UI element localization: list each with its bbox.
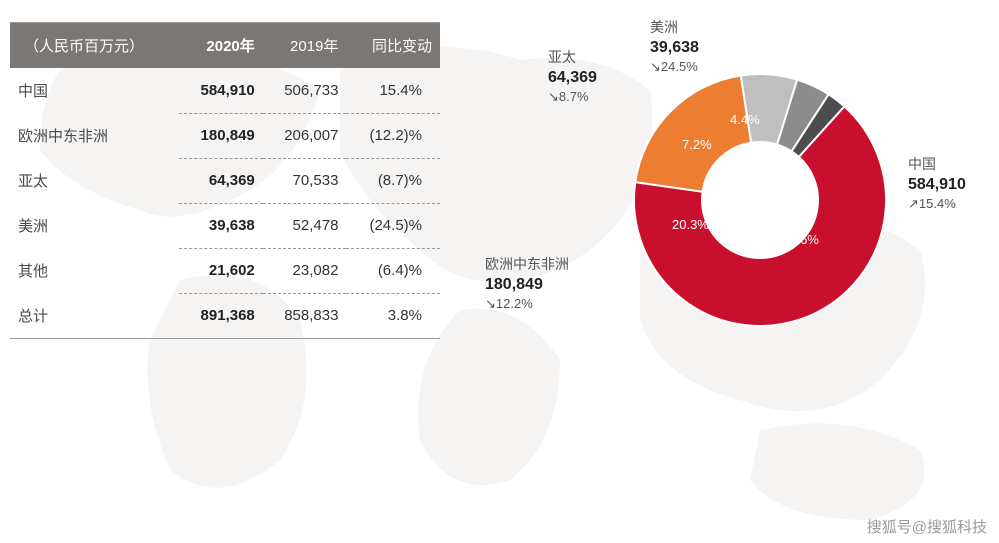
table-row: 美洲39,63852,478(24.5)% xyxy=(10,203,440,248)
cell-2020: 584,910 xyxy=(179,68,263,113)
callout-region: 欧洲中东非洲 xyxy=(485,255,569,274)
cell-change: (24.5)% xyxy=(346,203,440,248)
table-row: 欧洲中东非洲180,849206,007(12.2)% xyxy=(10,113,440,158)
callout-change: ↗15.4% xyxy=(908,195,966,213)
cell-change: (12.2)% xyxy=(346,113,440,158)
table-header-row: （人民币百万元） 2020年 2019年 同比变动 xyxy=(10,23,440,69)
cell-region: 欧洲中东非洲 xyxy=(10,113,179,158)
col-change: 同比变动 xyxy=(346,23,440,69)
cell-2019: 70,533 xyxy=(263,158,347,203)
cell-2020: 891,368 xyxy=(179,293,263,339)
cell-change: (6.4)% xyxy=(346,248,440,293)
revenue-table: （人民币百万元） 2020年 2019年 同比变动 中国584,910506,7… xyxy=(10,22,440,339)
arrow-icon: ↘ xyxy=(485,296,496,311)
arrow-icon: ↘ xyxy=(548,89,559,104)
cell-region: 美洲 xyxy=(10,203,179,248)
col-unit: （人民币百万元） xyxy=(10,23,179,69)
callout-region: 亚太 xyxy=(548,48,597,67)
donut-chart: 65.6%20.3%7.2%4.4% xyxy=(620,60,900,340)
table-row: 亚太64,36970,533(8.7)% xyxy=(10,158,440,203)
cell-2019: 506,733 xyxy=(263,68,347,113)
callout-value: 180,849 xyxy=(485,274,569,296)
callout-americas: 美洲39,638↘24.5% xyxy=(650,18,699,76)
cell-region: 总计 xyxy=(10,293,179,339)
cell-change: (8.7)% xyxy=(346,158,440,203)
cell-2020: 64,369 xyxy=(179,158,263,203)
cell-change: 3.8% xyxy=(346,293,440,339)
cell-2019: 858,833 xyxy=(263,293,347,339)
callout-china: 中国584,910↗15.4% xyxy=(908,155,966,213)
cell-2020: 21,602 xyxy=(179,248,263,293)
donut-hole xyxy=(702,142,818,258)
col-2019: 2019年 xyxy=(263,23,347,69)
arrow-icon: ↗ xyxy=(908,196,919,211)
callout-value: 584,910 xyxy=(908,174,966,196)
col-2020: 2020年 xyxy=(179,23,263,69)
callout-value: 64,369 xyxy=(548,67,597,89)
table-row: 其他21,60223,082(6.4)% xyxy=(10,248,440,293)
cell-2020: 39,638 xyxy=(179,203,263,248)
arrow-icon: ↘ xyxy=(650,59,661,74)
cell-2019: 23,082 xyxy=(263,248,347,293)
callout-change: ↘24.5% xyxy=(650,58,699,76)
cell-2019: 206,007 xyxy=(263,113,347,158)
cell-2020: 180,849 xyxy=(179,113,263,158)
cell-region: 亚太 xyxy=(10,158,179,203)
cell-2019: 52,478 xyxy=(263,203,347,248)
cell-change: 15.4% xyxy=(346,68,440,113)
watermark: 搜狐号@搜狐科技 xyxy=(867,516,987,537)
callout-region: 美洲 xyxy=(650,18,699,37)
table-row: 中国584,910506,73315.4% xyxy=(10,68,440,113)
callout-value: 39,638 xyxy=(650,37,699,59)
callout-change: ↘8.7% xyxy=(548,88,597,106)
callout-change: ↘12.2% xyxy=(485,295,569,313)
callout-region: 中国 xyxy=(908,155,966,174)
cell-region: 中国 xyxy=(10,68,179,113)
callout-emea: 欧洲中东非洲180,849↘12.2% xyxy=(485,255,569,313)
table-row: 总计891,368858,8333.8% xyxy=(10,293,440,339)
callout-apac: 亚太64,369↘8.7% xyxy=(548,48,597,106)
cell-region: 其他 xyxy=(10,248,179,293)
